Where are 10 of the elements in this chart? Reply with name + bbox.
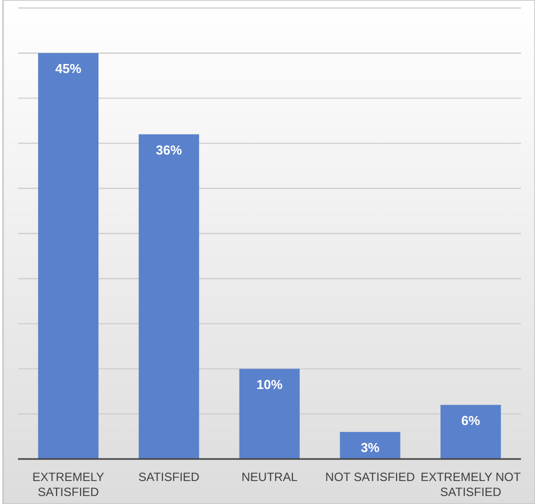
data-label: 3%: [360, 440, 380, 455]
x-tick-label: NOT SATISFIED: [325, 470, 416, 484]
data-label: 10%: [256, 376, 283, 392]
x-tick-label: NEUTRAL: [241, 470, 298, 484]
data-label: 6%: [461, 412, 481, 428]
x-tick-label: SATISFIED: [138, 470, 200, 484]
x-tick-label: EXTREMELY NOT SATISFIED: [420, 470, 522, 499]
x-tick-label: EXTREMELY SATISFIED: [32, 470, 104, 499]
data-label: 36%: [156, 142, 182, 158]
data-label: 45%: [55, 61, 82, 76]
